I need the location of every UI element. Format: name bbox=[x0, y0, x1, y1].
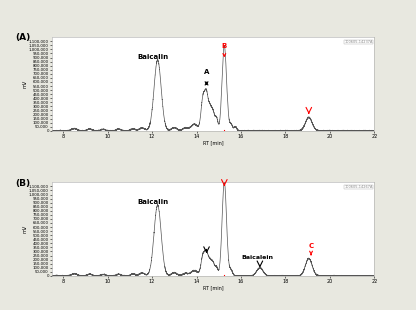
Text: 100605-14267A: 100605-14267A bbox=[344, 185, 373, 189]
X-axis label: RT [min]: RT [min] bbox=[203, 286, 223, 290]
Text: B: B bbox=[222, 43, 227, 56]
Y-axis label: mV: mV bbox=[22, 80, 27, 88]
Text: (A): (A) bbox=[15, 33, 30, 42]
X-axis label: RT [min]: RT [min] bbox=[203, 140, 223, 145]
Text: Baicalin: Baicalin bbox=[138, 199, 169, 205]
Text: 100605-14237A: 100605-14237A bbox=[344, 40, 373, 44]
Text: A: A bbox=[204, 69, 209, 85]
Text: Baicalin: Baicalin bbox=[138, 54, 169, 60]
Text: (B): (B) bbox=[15, 179, 30, 188]
Y-axis label: mV: mV bbox=[22, 225, 27, 233]
Text: Baicalein: Baicalein bbox=[241, 255, 273, 260]
Text: C: C bbox=[309, 243, 314, 255]
